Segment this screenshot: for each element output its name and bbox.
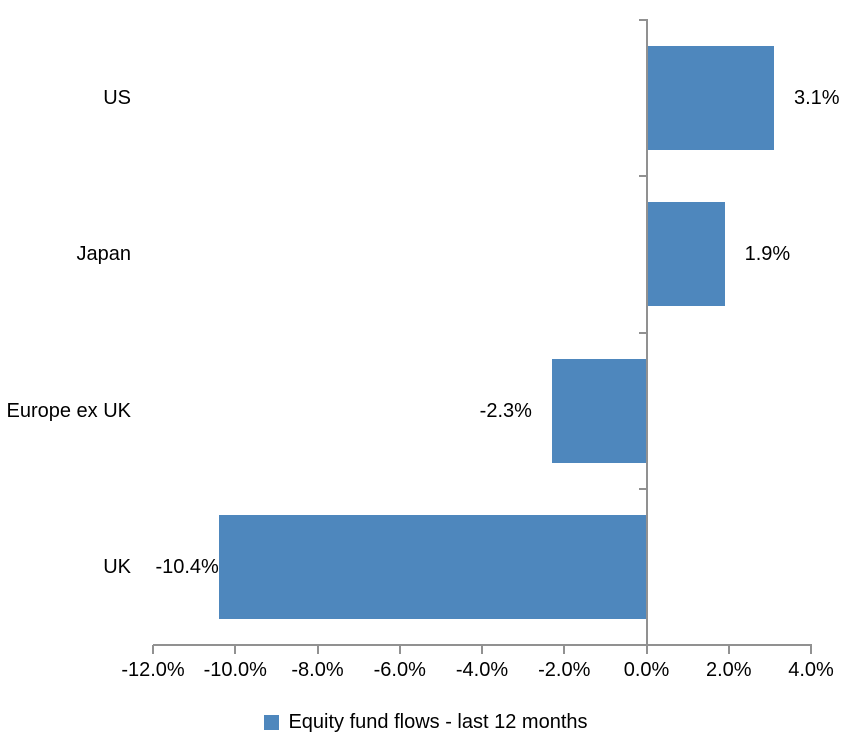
value-axis-tick [563, 645, 566, 654]
bar [646, 46, 774, 151]
value-axis-tick [234, 645, 237, 654]
value-axis-tick [645, 645, 648, 654]
category-axis-tick [638, 487, 648, 490]
value-axis-tick-label: 4.0% [788, 659, 834, 681]
legend: Equity fund flows - last 12 months [0, 707, 852, 737]
value-axis-tick [316, 645, 319, 654]
legend-swatch-icon [264, 714, 280, 730]
category-axis-line [645, 20, 648, 654]
value-axis-tick-label: -2.0% [538, 659, 591, 681]
bar-value-label: -10.4% [155, 555, 219, 578]
value-axis-tick [152, 645, 154, 654]
bar-value-label: 3.1% [793, 87, 840, 110]
bar [646, 202, 725, 307]
value-axis-tick-label: -12.0% [121, 659, 185, 681]
value-axis-tick-label: -4.0% [455, 659, 509, 681]
category-axis-tick [638, 19, 648, 21]
bar [551, 358, 647, 463]
value-axis-tick-label: 2.0% [705, 659, 752, 681]
value-axis-tick-label: 0.0% [623, 659, 670, 681]
value-axis-tick [398, 645, 401, 654]
value-axis-tick [810, 645, 812, 654]
category-label: Japan [76, 243, 132, 266]
value-axis-tick [727, 645, 730, 654]
category-label: US [103, 87, 131, 110]
category-label: Europe ex UK [6, 399, 131, 422]
value-axis-tick [481, 645, 483, 654]
value-axis-tick-label: -8.0% [291, 659, 344, 681]
category-label: UK [103, 555, 131, 578]
category-axis-tick [638, 331, 648, 334]
value-axis-tick-label: -10.0% [203, 659, 267, 681]
bar-value-label: 1.9% [744, 243, 791, 266]
bar [218, 514, 647, 619]
value-axis-tick-label: -6.0% [373, 659, 426, 681]
legend-label: Equity fund flows - last 12 months [288, 711, 588, 733]
bar-value-label: -2.3% [479, 399, 532, 422]
category-axis-tick [638, 175, 648, 178]
